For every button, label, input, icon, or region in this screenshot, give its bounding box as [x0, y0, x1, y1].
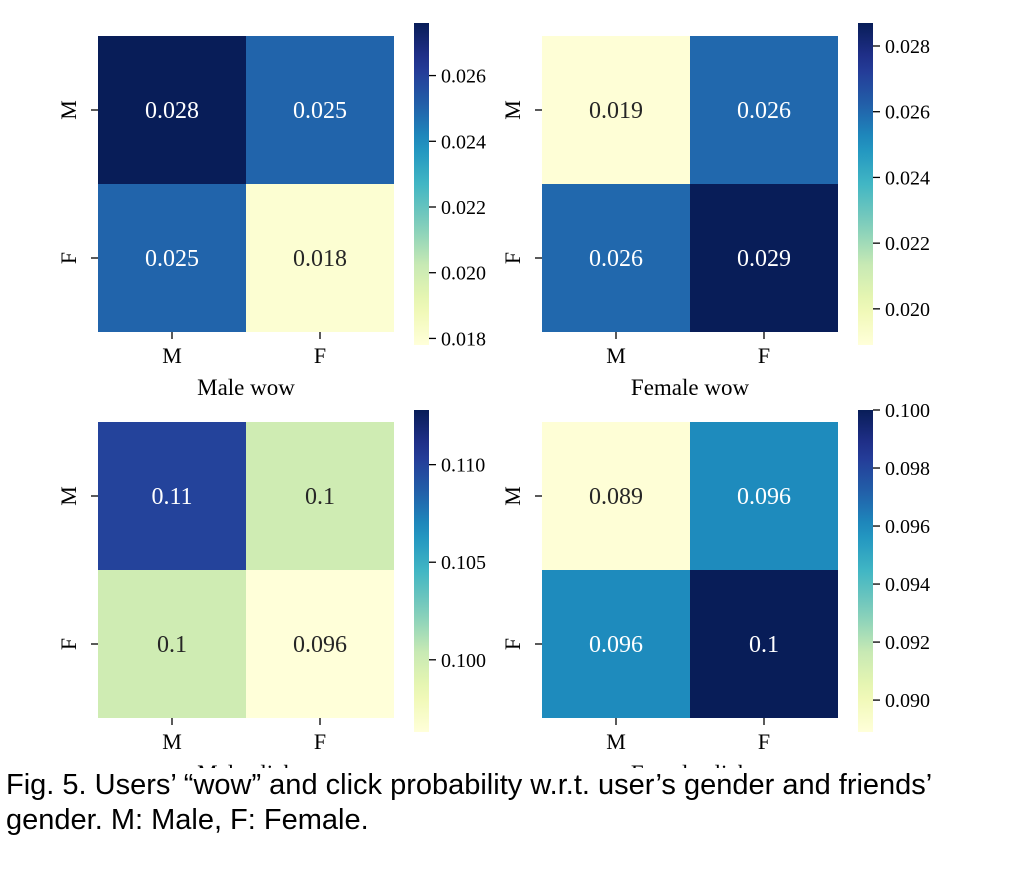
cell-value-label: 0.096: [589, 632, 643, 658]
colorbar: [414, 23, 429, 345]
colorbar-tick-label: 0.020: [885, 299, 930, 321]
y-tick-label: F: [500, 252, 525, 264]
colorbar-tick-label: 0.090: [885, 690, 930, 712]
y-tick-label: M: [56, 486, 81, 506]
heatmap-cell: [690, 184, 838, 332]
colorbar-tick-label: 0.098: [885, 458, 930, 480]
cell-value-label: 0.11: [151, 484, 192, 510]
heatmap-cell: [542, 184, 690, 332]
heatmap-cell: [542, 570, 690, 718]
cell-value-label: 0.096: [737, 484, 791, 510]
heatmap-cell: [246, 184, 394, 332]
cell-value-label: 0.026: [737, 98, 791, 124]
heatmap-cell: [246, 570, 394, 718]
colorbar: [414, 410, 429, 732]
colorbar-tick-label: 0.092: [885, 632, 930, 654]
cell-value-label: 0.1: [157, 632, 187, 658]
cell-value-label: 0.026: [589, 246, 643, 272]
heatmap-cell: [98, 36, 246, 184]
cell-value-label: 0.029: [737, 246, 791, 272]
cell-value-label: 0.1: [749, 632, 779, 658]
cell-value-label: 0.018: [293, 246, 347, 272]
heatmap-cell: [690, 570, 838, 718]
heatmap-cell: [98, 422, 246, 570]
colorbar-tick-label: 0.100: [885, 400, 930, 422]
x-axis-label: Female wow: [631, 375, 750, 400]
colorbar-tick-label: 0.020: [441, 263, 486, 285]
x-tick-label: M: [162, 729, 182, 754]
x-tick-label: M: [606, 729, 626, 754]
colorbar-tick-label: 0.022: [885, 233, 930, 255]
colorbar-tick-label: 0.026: [885, 102, 930, 124]
y-tick-label: M: [56, 100, 81, 120]
x-tick-label: F: [758, 343, 770, 368]
colorbar-tick-label: 0.024: [885, 167, 930, 189]
cell-value-label: 0.1: [305, 484, 335, 510]
colorbar-tick-label: 0.026: [441, 66, 486, 88]
heatmap-panel-3: 0.11 0.1 0.1 0.096 M F M F Male click 0.100 0.105 0…: [56, 410, 486, 768]
heatmap-cell: [246, 422, 394, 570]
cell-value-label: 0.025: [293, 98, 347, 124]
cell-value-label: 0.096: [293, 632, 347, 658]
y-tick-label: F: [500, 638, 525, 650]
figure: 0.028 0.025 0.025 0.018 M F M F Male wow 0.018 0.0…: [56, 23, 930, 768]
colorbar-tick-label: 0.018: [441, 328, 486, 350]
cell-value-label: 0.025: [145, 246, 199, 272]
colorbar-tick-label: 0.094: [885, 574, 930, 596]
x-axis-label: Male wow: [197, 375, 295, 400]
heatmap-panel-1: 0.028 0.025 0.025 0.018 M F M F Male wow 0.018 0.0…: [56, 23, 486, 400]
colorbar-tick-label: 0.105: [441, 552, 486, 574]
y-tick-label: F: [56, 638, 81, 650]
heatmap-panel-4: 0.089 0.096 0.096 0.1 M F M F Female click 0.090 0…: [500, 400, 930, 768]
x-axis-label: Female click: [631, 761, 750, 768]
colorbar-tick-label: 0.096: [885, 516, 930, 538]
heatmap-cell: [98, 184, 246, 332]
colorbar-tick-label: 0.024: [441, 131, 486, 153]
colorbar: [858, 410, 873, 732]
heatmap-cell: [246, 36, 394, 184]
x-tick-label: F: [758, 729, 770, 754]
cell-value-label: 0.019: [589, 98, 643, 124]
cell-value-label: 0.028: [145, 98, 199, 124]
colorbar: [858, 23, 873, 345]
y-tick-label: F: [56, 252, 81, 264]
heatmap-cell: [690, 422, 838, 570]
heatmap-panel-2: 0.019 0.026 0.026 0.029 M F M F Female wow 0.020 0…: [500, 23, 930, 400]
heatmap-cell: [542, 422, 690, 570]
colorbar-tick-label: 0.022: [441, 197, 486, 219]
colorbar-tick-label: 0.028: [885, 36, 930, 58]
figure-caption: Fig. 5. Users’ “wow” and click probabili…: [6, 769, 932, 836]
x-tick-label: M: [162, 343, 182, 368]
heatmap-cell: [690, 36, 838, 184]
x-axis-label: Male click: [197, 761, 295, 768]
y-tick-label: M: [500, 486, 525, 506]
heatmap-cell: [98, 570, 246, 718]
y-tick-label: M: [500, 100, 525, 120]
x-tick-label: M: [606, 343, 626, 368]
x-tick-label: F: [314, 343, 326, 368]
colorbar-tick-label: 0.100: [441, 650, 486, 672]
cell-value-label: 0.089: [589, 484, 643, 510]
x-tick-label: F: [314, 729, 326, 754]
heatmap-cell: [542, 36, 690, 184]
colorbar-tick-label: 0.110: [441, 455, 485, 477]
